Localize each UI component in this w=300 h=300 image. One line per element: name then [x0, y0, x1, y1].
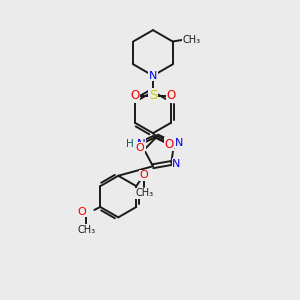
Text: N: N — [175, 138, 183, 148]
Text: O: O — [164, 138, 173, 151]
Text: CH₃: CH₃ — [182, 34, 201, 44]
Text: O: O — [136, 143, 145, 153]
Text: S: S — [149, 89, 157, 102]
Text: O: O — [78, 207, 86, 217]
Text: H: H — [126, 139, 134, 149]
Text: CH₃: CH₃ — [77, 225, 95, 235]
Text: N: N — [149, 71, 157, 81]
Text: CH₃: CH₃ — [135, 188, 153, 198]
Text: N: N — [137, 138, 146, 151]
Text: O: O — [140, 170, 148, 180]
Text: O: O — [130, 89, 140, 102]
Text: N: N — [172, 159, 181, 169]
Text: O: O — [166, 89, 176, 102]
